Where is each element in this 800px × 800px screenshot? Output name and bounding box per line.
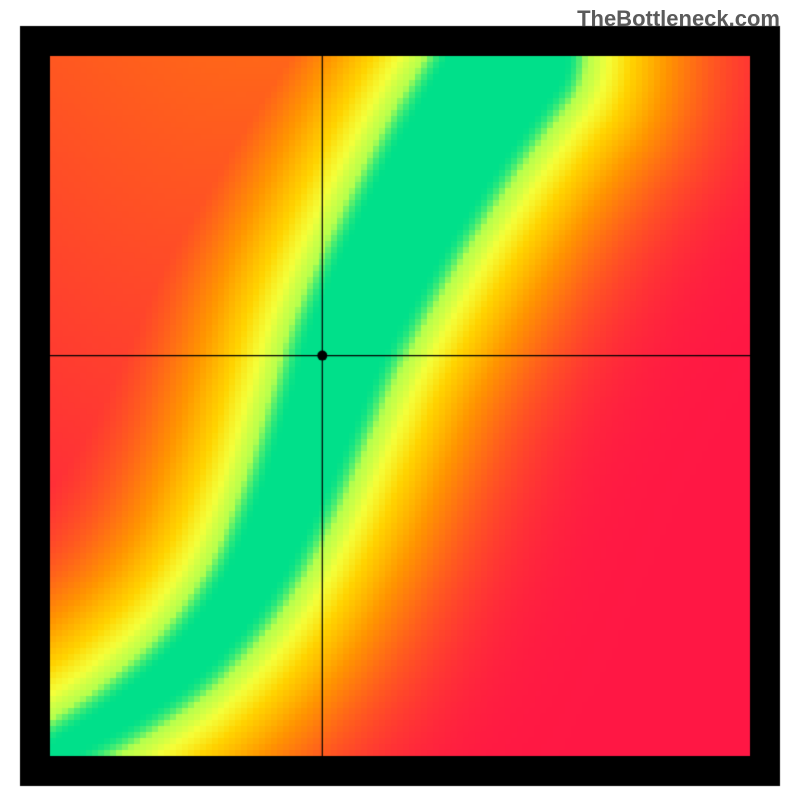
heatmap-plot bbox=[0, 0, 800, 800]
watermark-text: TheBottleneck.com bbox=[577, 6, 780, 32]
chart-container: TheBottleneck.com bbox=[0, 0, 800, 800]
